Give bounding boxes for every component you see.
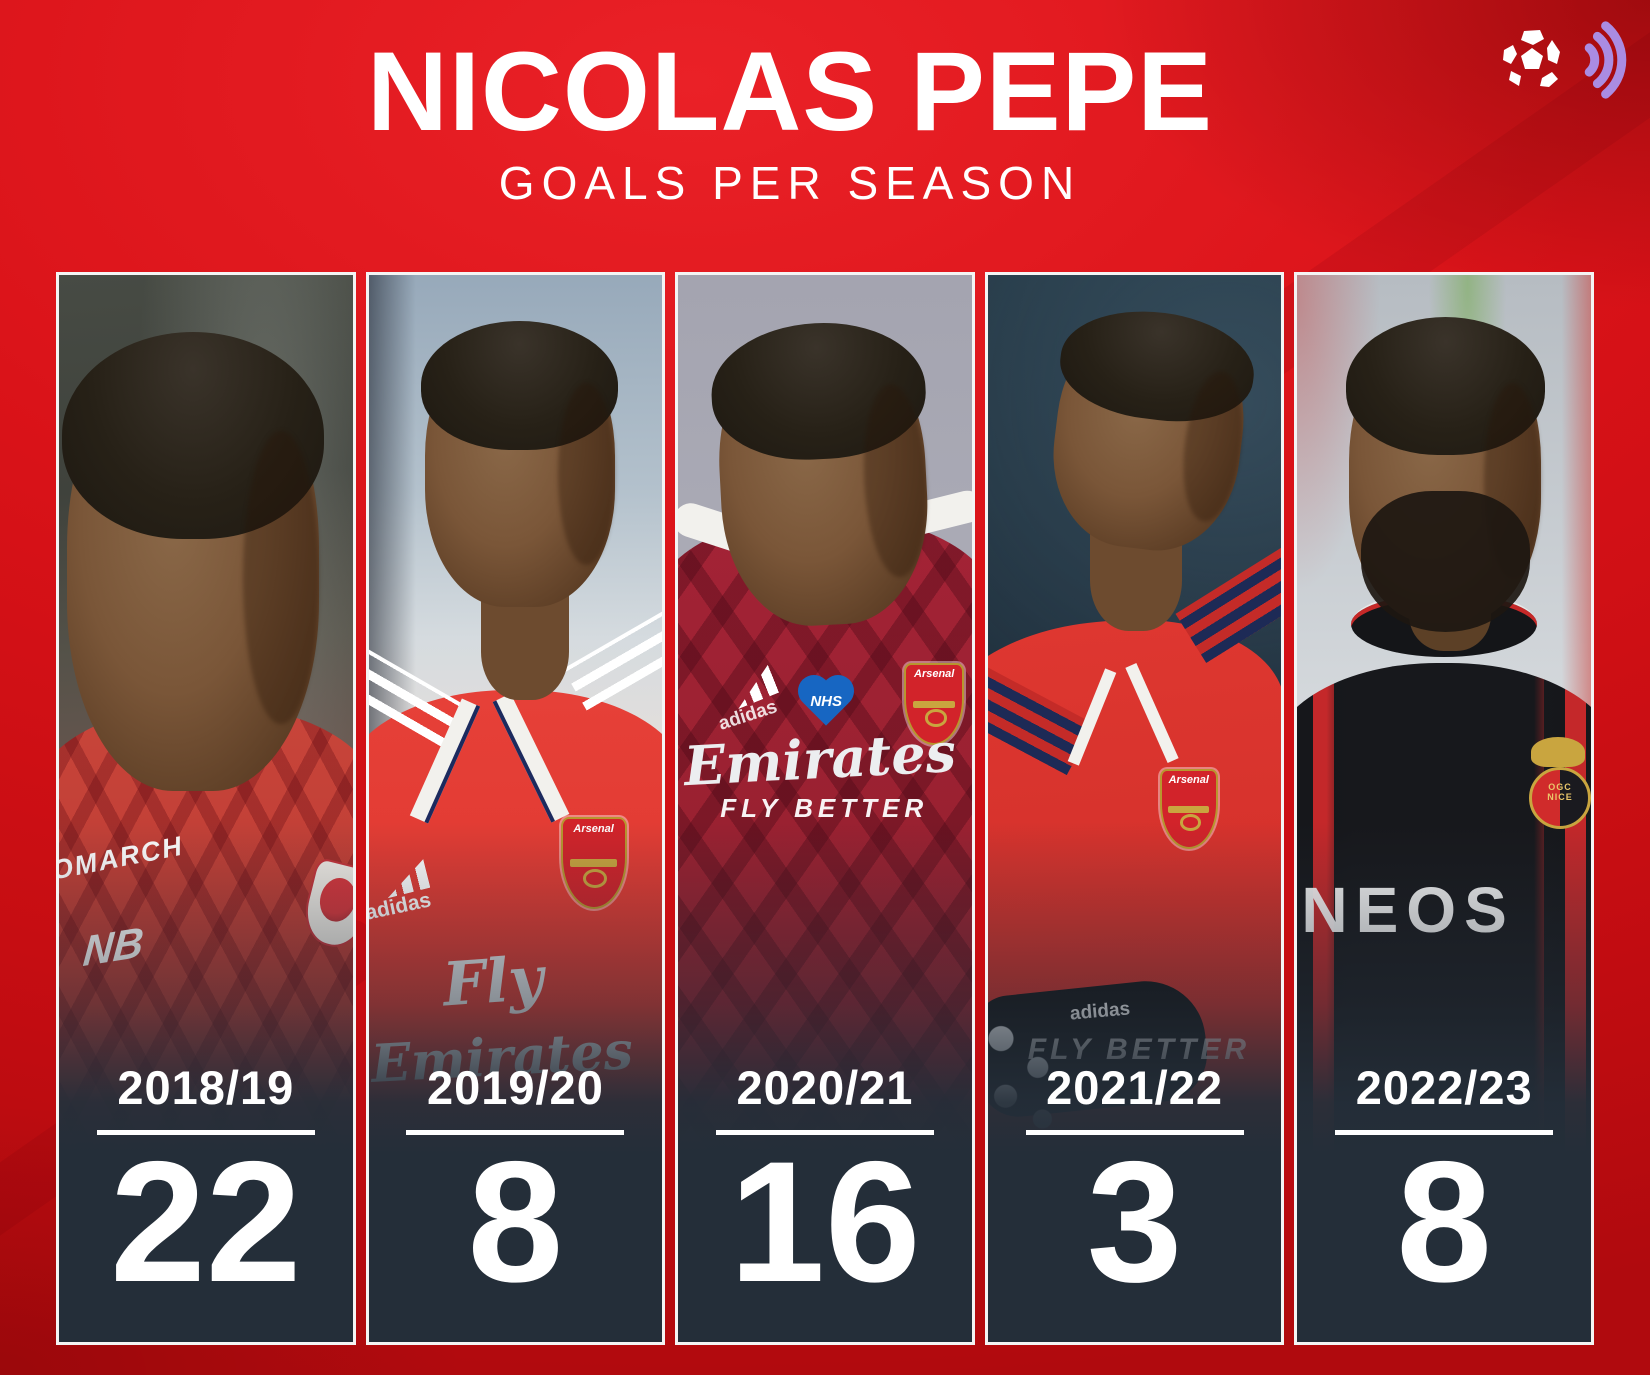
photo-fade-overlay <box>987 822 1282 1342</box>
jersey-sponsor-line2: FLY BETTER <box>720 793 929 823</box>
goals-value: 8 <box>467 1125 564 1318</box>
player-head <box>420 321 619 607</box>
season-panels: OMARCH NB 2018/19 22 <box>56 272 1594 1345</box>
crest-text: Arsenal <box>1168 774 1209 787</box>
goals-value: 16 <box>729 1125 921 1318</box>
page-title: NICOLAS PEPE <box>367 29 1213 154</box>
football-signal-logo <box>1502 16 1636 109</box>
club-crest: Arsenal <box>904 663 965 745</box>
crest-text: Arsenal <box>914 668 955 681</box>
crest-text-line1: OGC <box>1548 782 1572 792</box>
season-stats: 2020/21 16 <box>678 1060 972 1318</box>
goals-value: 22 <box>110 1125 302 1318</box>
season-underline <box>1335 1129 1554 1135</box>
season-underline <box>1025 1129 1244 1135</box>
page-subtitle: GOALS PER SEASON <box>498 157 1082 210</box>
season-label: 2018/19 <box>117 1060 295 1114</box>
player-head <box>1345 317 1546 632</box>
football-icon <box>1503 21 1627 99</box>
crest-cannon-icon <box>1168 805 1210 831</box>
nhs-badge-text: NHS <box>810 693 843 710</box>
poster-header: NICOLAS PEPE GOALS PER SEASON <box>0 29 1580 210</box>
season-panel-2022-23: OGC NICE NEOS 2022/23 8 <box>1294 272 1594 1345</box>
photo-fade-overlay <box>59 822 353 1342</box>
season-panel-2021-22: Arsenal adidas FLY BETTER 2021/22 3 <box>984 272 1285 1345</box>
season-stats: 2021/22 3 <box>988 1060 1282 1318</box>
photo-fade-overlay <box>678 822 972 1342</box>
season-underline <box>406 1129 625 1135</box>
season-panel-2018-19: OMARCH NB 2018/19 22 <box>56 272 356 1345</box>
season-stats: 2022/23 8 <box>1297 1060 1591 1318</box>
season-underline <box>715 1129 934 1135</box>
nhs-badge: NHS <box>794 677 858 737</box>
crest-cannon-icon <box>912 700 956 727</box>
season-label: 2019/20 <box>426 1060 604 1114</box>
season-stats: 2018/19 22 <box>59 1060 353 1318</box>
season-stats: 2019/20 8 <box>369 1060 663 1318</box>
goals-value: 3 <box>1086 1125 1183 1318</box>
season-panel-2019-20: adidas Arsenal Fly Emirates 2019/20 8 <box>365 272 666 1345</box>
season-label: 2022/23 <box>1355 1060 1533 1114</box>
photo-fade-overlay <box>368 822 663 1342</box>
player-head <box>712 323 934 631</box>
season-panel-2020-21: adidas NHS Arsenal Emirates FLY BETTER 2… <box>675 272 975 1345</box>
photo-fade-overlay <box>1297 822 1591 1342</box>
crest-eagle-icon <box>1530 737 1585 767</box>
crest-text-line2: NICE <box>1547 792 1573 802</box>
player-head <box>61 332 325 791</box>
season-underline <box>96 1129 315 1135</box>
season-label: 2021/22 <box>1046 1060 1224 1114</box>
season-label: 2020/21 <box>736 1060 914 1114</box>
signal-waves-icon <box>1584 21 1627 99</box>
club-crest: OGC NICE <box>1528 767 1591 829</box>
goals-value: 8 <box>1396 1125 1492 1318</box>
